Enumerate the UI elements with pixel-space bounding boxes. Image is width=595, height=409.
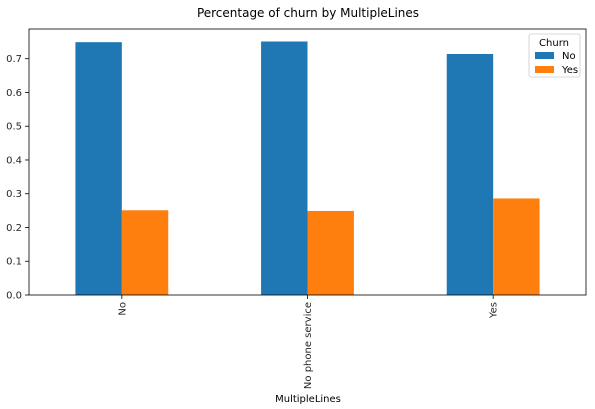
y-tick-label: 0.3 <box>6 189 22 200</box>
bar-no <box>261 41 308 295</box>
bar-yes <box>493 198 540 295</box>
legend-label: Yes <box>561 65 578 76</box>
bars-group <box>75 41 540 296</box>
y-tick-label: 0.7 <box>6 54 22 65</box>
x-tick-label: Yes <box>489 302 500 319</box>
y-tick-label: 0.6 <box>6 88 22 99</box>
y-axis: 0.0 0.1 0.2 0.3 0.4 0.5 0.6 0.7 <box>6 54 29 302</box>
y-tick-label: 0.5 <box>6 122 22 133</box>
y-tick-label: 0.2 <box>6 223 22 234</box>
bar-no <box>446 53 494 296</box>
y-tick-label: 0.1 <box>6 257 22 268</box>
legend-swatch <box>535 66 554 73</box>
x-axis-label: MultipleLines <box>275 394 341 405</box>
x-axis: No No phone service Yes <box>117 295 500 389</box>
chart-title: Percentage of churn by MultipleLines <box>197 6 419 20</box>
legend-label: No <box>562 51 576 62</box>
x-tick-label: No <box>117 302 128 316</box>
x-tick-label: No phone service <box>303 302 314 389</box>
legend-title: Churn <box>539 38 569 49</box>
legend-swatch <box>535 52 554 59</box>
bar-yes <box>121 210 169 295</box>
y-tick-label: 0.0 <box>6 291 22 302</box>
bar-no <box>75 42 122 295</box>
legend: Churn No Yes <box>528 33 581 78</box>
y-tick-label: 0.4 <box>6 155 22 166</box>
bar-yes <box>307 210 354 295</box>
plot-frame <box>28 28 587 296</box>
